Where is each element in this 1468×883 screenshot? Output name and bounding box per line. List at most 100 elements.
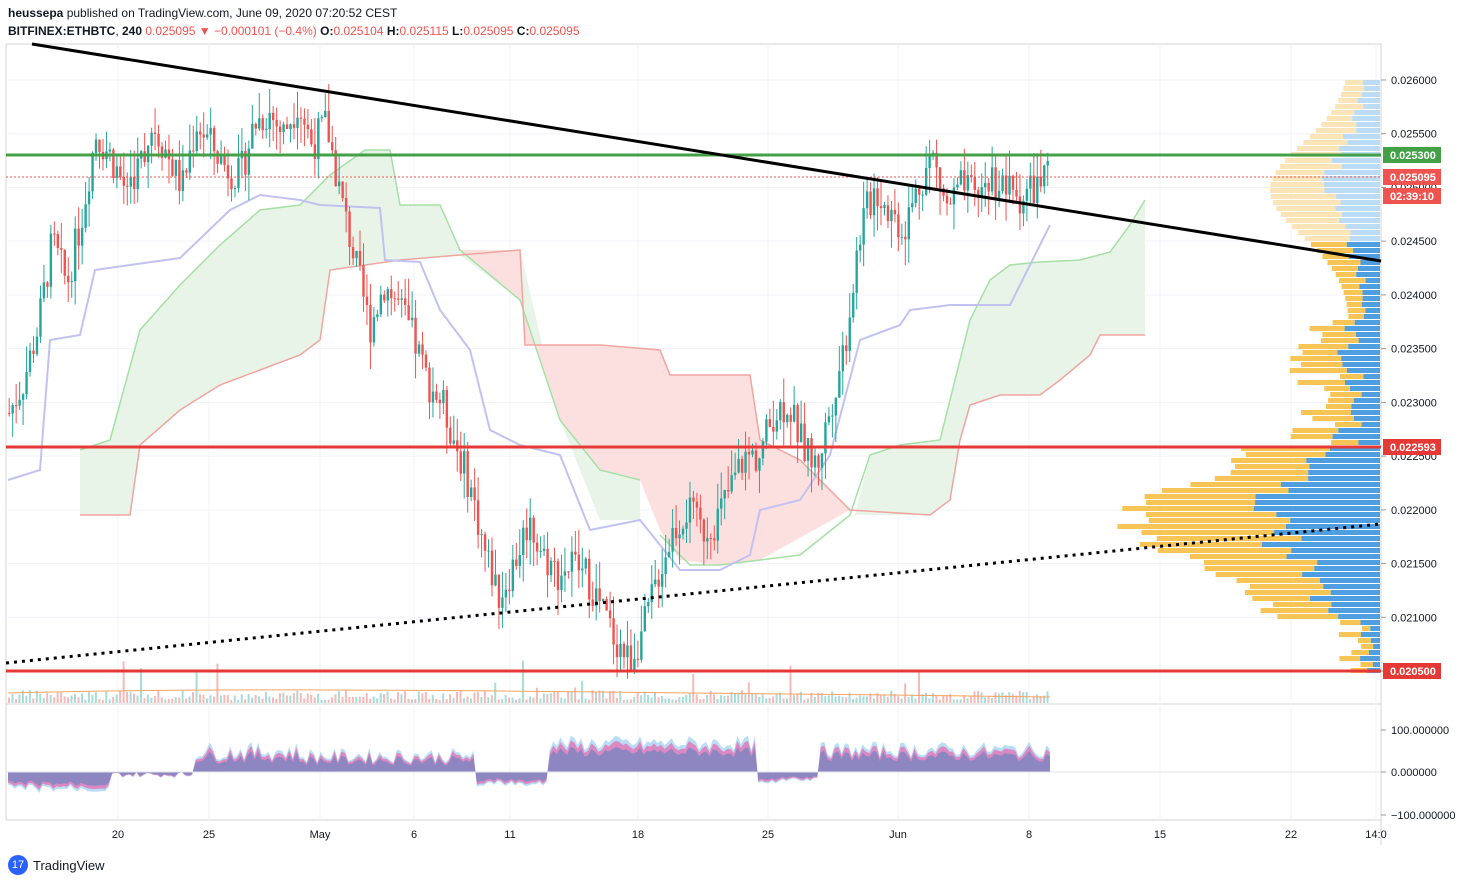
volume-bar bbox=[258, 696, 261, 703]
candle-body bbox=[657, 579, 660, 587]
candle-body bbox=[1018, 196, 1022, 214]
vp-bar-sell bbox=[1346, 302, 1362, 307]
volume-bar bbox=[205, 698, 208, 703]
vp-bar-buy bbox=[1370, 626, 1380, 631]
price-tag-label: 0.025095 bbox=[1390, 172, 1436, 184]
vp-bar-sell bbox=[1122, 506, 1254, 511]
vp-bar-buy bbox=[1309, 464, 1380, 469]
candle-body bbox=[563, 571, 567, 576]
candle-body bbox=[594, 588, 598, 606]
candle-body bbox=[803, 423, 806, 461]
price-tag-label: 0.020500 bbox=[1390, 666, 1436, 678]
vp-bar-buy bbox=[1363, 104, 1380, 109]
volume-bar bbox=[685, 694, 688, 703]
candle-body bbox=[862, 208, 865, 245]
change-value: −0.000101 (−0.4%) bbox=[214, 24, 317, 38]
candle-body bbox=[42, 282, 46, 299]
vp-bar-buy bbox=[1349, 236, 1380, 241]
volume-bar bbox=[702, 698, 705, 703]
candle-body bbox=[327, 110, 330, 143]
candle-body bbox=[792, 404, 796, 422]
candle-body bbox=[667, 551, 671, 558]
volume-profile bbox=[1117, 80, 1380, 673]
volume-bar bbox=[1032, 696, 1035, 703]
vp-bar-sell bbox=[1146, 500, 1256, 505]
vp-bar-buy bbox=[1261, 542, 1380, 547]
vp-bar-sell bbox=[1309, 326, 1345, 331]
vp-bar-sell bbox=[1203, 560, 1318, 565]
vp-bar-buy bbox=[1317, 560, 1380, 565]
candle-body bbox=[994, 167, 997, 198]
volume-bar bbox=[466, 696, 469, 703]
price-axis[interactable]: 0.0260000.0255000.0250000.0245000.024000… bbox=[1381, 75, 1437, 678]
vp-bar-buy bbox=[1365, 308, 1380, 313]
volume-bar bbox=[386, 691, 389, 703]
volume-bar bbox=[480, 697, 483, 703]
candle-body bbox=[77, 228, 80, 246]
vp-bar-sell bbox=[1339, 374, 1364, 379]
volume-bar bbox=[122, 661, 125, 703]
candle-body bbox=[581, 568, 584, 571]
candle-body bbox=[831, 415, 834, 417]
candle-body bbox=[591, 599, 594, 606]
candle-body bbox=[11, 405, 14, 414]
candle-body bbox=[452, 440, 455, 444]
candle-body bbox=[344, 198, 348, 212]
volume-bar bbox=[115, 694, 118, 703]
candle-body bbox=[588, 558, 591, 600]
volume-bar bbox=[463, 698, 466, 703]
volume-bar bbox=[28, 690, 31, 703]
price-tags: 0.025300 0.025095 02:39:10 0.022593 0.020500 bbox=[1383, 147, 1441, 679]
candle-body bbox=[299, 117, 303, 119]
volume-bar bbox=[792, 695, 795, 703]
candle-body bbox=[233, 188, 237, 190]
volume-bar bbox=[310, 694, 313, 703]
volume-bar bbox=[261, 698, 264, 703]
tradingview-brand[interactable]: 17 TradingView bbox=[8, 855, 105, 875]
vp-bar-buy bbox=[1362, 296, 1380, 301]
candle-body bbox=[570, 551, 574, 572]
candle-body bbox=[483, 534, 487, 551]
author-name[interactable]: heussepa bbox=[8, 6, 64, 20]
volume-bar bbox=[348, 697, 351, 703]
volume-bar bbox=[56, 692, 59, 703]
vp-bar-buy bbox=[1356, 122, 1380, 127]
volume-bar bbox=[803, 699, 806, 703]
volume-bar bbox=[980, 692, 983, 703]
vp-bar-buy bbox=[1253, 506, 1380, 511]
volume-bar bbox=[890, 690, 893, 703]
candle-body bbox=[94, 139, 98, 153]
indicator-area-2 bbox=[8, 740, 1050, 790]
indicator-area-1 bbox=[8, 735, 1050, 793]
vp-bar-buy bbox=[1353, 248, 1380, 253]
volume-bar bbox=[219, 695, 222, 703]
candle-body bbox=[647, 601, 650, 607]
vp-bar-sell bbox=[1322, 254, 1350, 259]
volume-bar bbox=[306, 693, 309, 703]
candle-body bbox=[980, 187, 983, 198]
candle-body bbox=[289, 124, 292, 130]
candle-body bbox=[671, 528, 674, 552]
candle-body bbox=[959, 170, 963, 185]
volume-bar bbox=[365, 693, 368, 703]
candle-body bbox=[918, 188, 921, 195]
time-axis[interactable]: 20 25 May 6 11 18 25 Jun 8 15 22 14:0 bbox=[112, 829, 1387, 841]
volume-bar bbox=[424, 691, 427, 703]
volume-bar bbox=[667, 698, 670, 703]
candle-body bbox=[320, 117, 323, 119]
candle-body bbox=[841, 345, 844, 372]
volume-bar bbox=[428, 698, 431, 703]
candle-body bbox=[893, 209, 897, 215]
candle-body bbox=[358, 250, 362, 266]
volume-bar bbox=[886, 696, 889, 703]
vp-bar-sell bbox=[1301, 410, 1351, 415]
vp-bar-sell bbox=[1272, 602, 1332, 607]
vp-bar-sell bbox=[1326, 116, 1353, 121]
descending-trendline[interactable] bbox=[31, 42, 1382, 263]
indicator-area-3 bbox=[8, 747, 1050, 787]
candle-body bbox=[435, 391, 438, 400]
vp-bar-buy bbox=[1341, 356, 1380, 361]
volume-bar bbox=[560, 697, 563, 703]
vp-bar-buy bbox=[1350, 410, 1380, 415]
